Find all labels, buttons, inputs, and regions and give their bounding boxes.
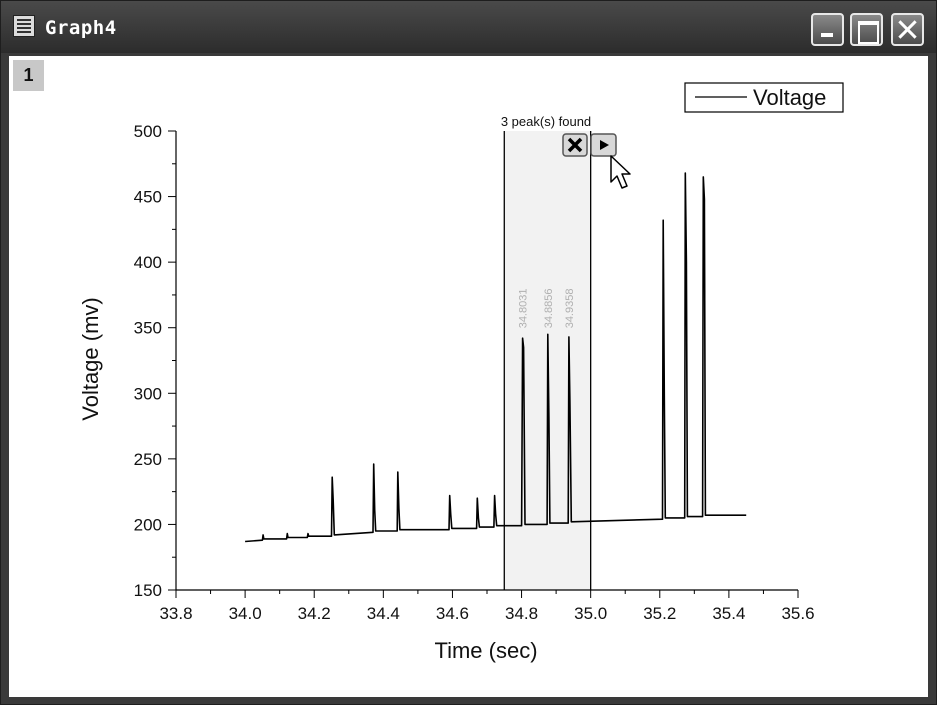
peak-label: 34.9358 [564,289,576,329]
peak-status-text: 3 peak(s) found [501,114,591,129]
mouse-cursor-icon [610,155,631,189]
y-axis-label: Voltage (mv) [78,297,103,421]
x-tick-label: 34.2 [298,604,331,623]
graph-page[interactable]: 1 33.8 34.0 34.2 34.4 34.6 34.8 35.0 35.2 35.4 35… [9,56,928,697]
peak-label: 34.8031 [518,289,530,329]
x-axis-label: Time (sec) [434,638,537,663]
x-tick-label: 34.6 [436,604,469,623]
peak-next-button[interactable] [590,133,617,157]
y-tick-label: 150 [134,581,162,600]
x-tick-label: 35.4 [712,604,745,623]
y-tick-label: 200 [134,515,162,534]
y-tick-label: 300 [134,384,162,403]
play-arrow-icon [600,140,609,150]
series-line-voltage[interactable] [245,172,747,543]
y-tick-label: 450 [134,188,162,207]
minimize-button[interactable] [811,13,844,46]
y-tick-label: 500 [134,122,162,141]
close-x-icon [567,137,583,153]
x-tick-label: 35.6 [781,604,814,623]
graph-window-icon[interactable] [13,15,35,37]
maximize-button[interactable] [850,13,883,46]
title-bar[interactable]: Graph4 [1,1,936,53]
y-tick-label: 350 [134,319,162,338]
close-button[interactable] [891,13,924,46]
x-tick-label: 34.4 [367,604,400,623]
layer-tab[interactable]: 1 [13,60,44,91]
y-tick-label: 400 [134,253,162,272]
x-tick-label: 35.2 [643,604,676,623]
window-title: Graph4 [45,17,117,39]
x-tick-label: 35.0 [574,604,607,623]
peak-label: 34.8856 [543,289,555,329]
legend[interactable]: Voltage [684,82,844,113]
x-tick-label: 33.8 [159,604,192,623]
legend-label-voltage: Voltage [753,85,826,110]
plot-area[interactable]: 33.8 34.0 34.2 34.4 34.6 34.8 35.0 35.2 35.4 35.6… [9,56,928,697]
x-tick-label: 34.0 [229,604,262,623]
peak-dismiss-button[interactable] [562,133,588,157]
y-tick-label: 250 [134,450,162,469]
x-tick-label: 34.8 [505,604,538,623]
